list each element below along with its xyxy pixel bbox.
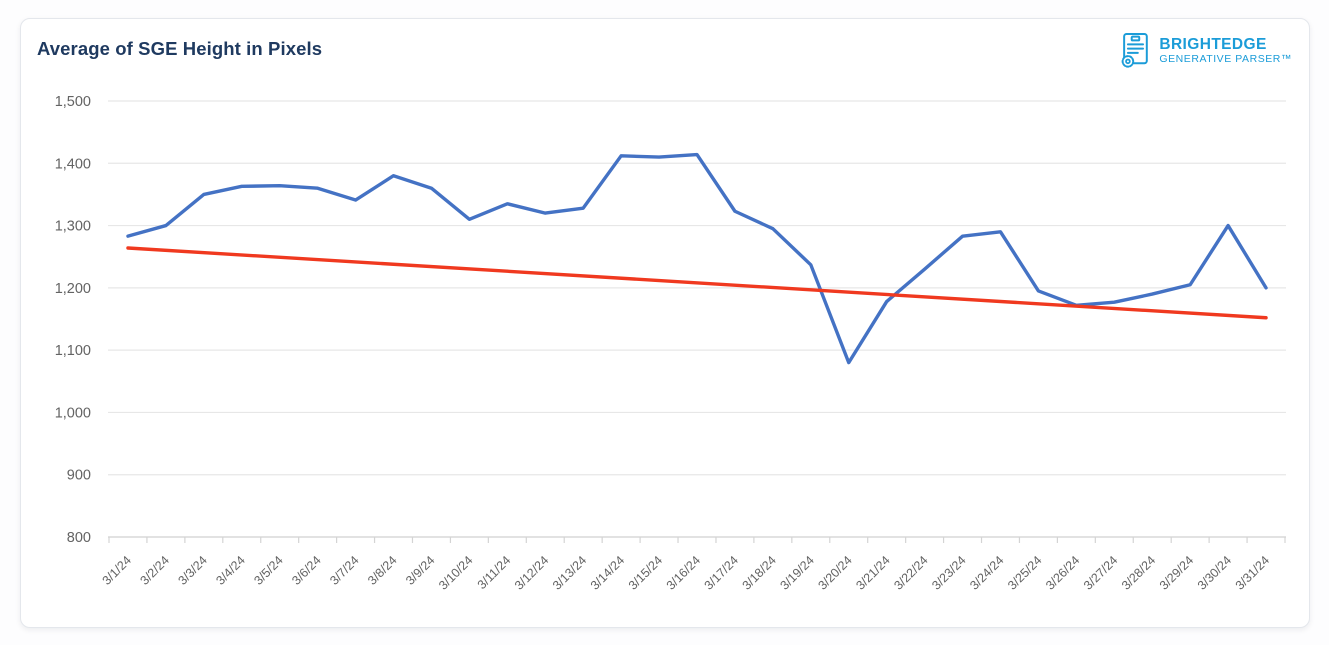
x-axis-label: 3/30/24 xyxy=(1195,553,1234,592)
x-axis-label: 3/8/24 xyxy=(365,553,400,588)
x-axis-label: 3/19/24 xyxy=(778,553,817,592)
y-axis-label: 1,400 xyxy=(55,156,91,172)
x-axis-label: 3/10/24 xyxy=(436,553,475,592)
x-axis-label: 3/20/24 xyxy=(815,553,854,592)
x-axis-label: 3/3/24 xyxy=(175,553,210,588)
y-axis-label: 900 xyxy=(67,468,91,484)
chart-card: Average of SGE Height in Pixels BRIGHTED… xyxy=(20,18,1310,628)
y-axis-label: 800 xyxy=(67,530,91,546)
x-axis-label: 3/9/24 xyxy=(403,553,438,588)
x-axis-label: 3/6/24 xyxy=(289,553,324,588)
sge-height-line-chart: 800 900 1,000 1,100 1,200 1,300 1,400 1,500 3/1/… xyxy=(55,94,1286,593)
x-axis-label: 3/13/24 xyxy=(550,553,589,592)
x-axis-label: 3/26/24 xyxy=(1043,553,1082,592)
x-axis-label: 3/29/24 xyxy=(1157,553,1196,592)
logo-subbrand-text: GENERATIVE PARSER™ xyxy=(1159,53,1292,66)
x-axis-label: 3/1/24 xyxy=(100,553,135,588)
x-axis-label: 3/25/24 xyxy=(1005,553,1044,592)
x-axis-label: 3/16/24 xyxy=(664,553,703,592)
x-axis-label: 3/17/24 xyxy=(702,553,741,592)
trend-line xyxy=(126,246,1268,320)
x-axis-label: 3/23/24 xyxy=(929,553,968,592)
x-axis-label: 3/11/24 xyxy=(475,553,514,592)
x-axis-label: 3/22/24 xyxy=(891,553,930,592)
x-axis-label: 3/15/24 xyxy=(626,553,665,592)
chart-title: Average of SGE Height in Pixels xyxy=(37,38,323,59)
x-axis-label: 3/2/24 xyxy=(138,553,173,588)
x-axis-label: 3/31/24 xyxy=(1233,553,1272,592)
x-axis-label: 3/24/24 xyxy=(967,553,1006,592)
x-axis-label: 3/14/24 xyxy=(588,553,627,592)
logo-text: BRIGHTEDGE GENERATIVE PARSER™ xyxy=(1159,36,1292,66)
logo-brand-text: BRIGHTEDGE xyxy=(1159,35,1267,53)
x-axis-label: 3/5/24 xyxy=(251,553,286,588)
y-axis-label: 1,200 xyxy=(55,281,91,297)
y-axis-label: 1,500 xyxy=(55,94,91,110)
brightedge-logo: BRIGHTEDGE GENERATIVE PARSER™ xyxy=(1118,32,1292,69)
x-axis-label: 3/4/24 xyxy=(213,553,248,588)
x-axis-label: 3/7/24 xyxy=(327,553,362,588)
x-axis-label: 3/18/24 xyxy=(740,553,779,592)
x-axis-label: 3/21/24 xyxy=(853,553,892,592)
document-parser-icon xyxy=(1118,32,1152,69)
y-axis-label: 1,300 xyxy=(55,219,91,235)
y-axis-label: 1,000 xyxy=(55,405,91,421)
x-axis-label: 3/27/24 xyxy=(1081,553,1120,592)
x-axis-label: 3/28/24 xyxy=(1119,553,1158,592)
y-axis-label: 1,100 xyxy=(55,343,91,359)
x-axis-label: 3/12/24 xyxy=(512,553,551,592)
